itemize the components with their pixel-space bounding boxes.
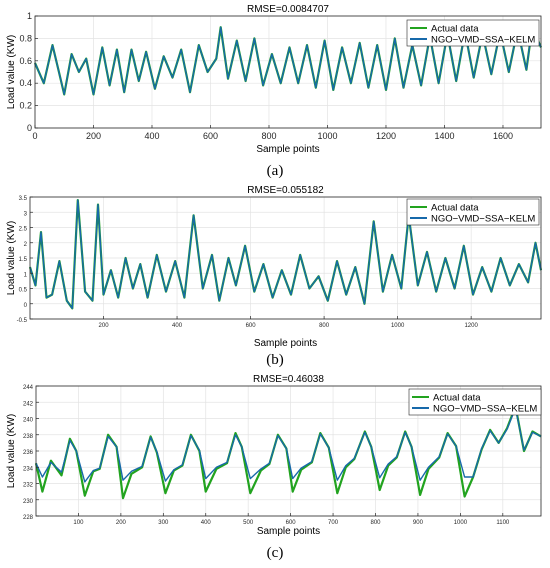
y-tick-label: 240 [23,418,34,424]
x-axis-label: Sample points [254,338,317,349]
x-axis-label: Sample points [257,526,320,537]
x-tick-label: 400 [144,131,159,141]
x-tick-label: 800 [370,520,381,526]
y-tick-label: 238 [23,434,34,440]
x-tick-label: 1600 [493,131,513,141]
legend-entry: NGO−VMD−SSA−KELM [433,404,537,415]
y-tick-label: 1 [27,11,32,21]
y-tick-label: 234 [23,466,34,472]
x-tick-label: 400 [201,520,212,526]
series-predicted-line [34,26,542,96]
y-tick-label: 2 [24,242,28,248]
y-axis-label: Load value (KW) [6,35,17,109]
panel-label: (b) [266,352,284,368]
x-tick-label: 1000 [317,131,337,141]
axes-box [34,15,542,129]
legend-box [406,19,540,47]
x-tick-label: 1400 [434,131,454,141]
legend-entry: NGO−VMD−SSA−KELM [431,35,535,46]
y-axis-label: Load value (KW) [6,221,17,295]
x-tick-label: 200 [86,131,101,141]
chart-title: RMSE=0.46038 [253,374,324,385]
x-tick-label: 300 [158,520,169,526]
y-tick-label: 230 [23,499,34,505]
y-tick-label: 1 [24,272,28,278]
x-tick-label: 600 [203,131,218,141]
y-axis-label: Load value (KW) [6,414,17,488]
x-tick-label: 1200 [376,131,396,141]
legend-box [406,198,540,226]
legend-entry: Actual data [431,24,479,35]
chart-panel-1: 0 200 400 600 800 1000 1200 1400 1600 0 0.2 0.4 0.6 0… [6,4,543,179]
x-tick-label: 600 [286,520,297,526]
y-tick-label: 0 [24,303,28,309]
y-tick-label: 0.4 [19,78,32,88]
series-predicted-line [29,199,542,309]
legend-entry: Actual data [431,203,479,214]
legend-entry: NGO−VMD−SSA−KELM [431,214,535,225]
y-tick-label: 0.5 [19,288,28,294]
y-tick-label: 0.6 [19,56,32,66]
x-tick-label: 800 [261,131,276,141]
y-tick-label: 0.8 [19,33,32,43]
y-tick-label: 0 [27,123,32,133]
x-tick-label: 200 [99,323,110,329]
x-tick-label: 100 [73,520,84,526]
x-tick-label: 200 [116,520,127,526]
x-tick-label: 900 [413,520,424,526]
x-tick-label: 400 [172,323,183,329]
y-tick-label: 232 [23,483,34,489]
y-tick-label: 236 [23,450,34,456]
series-predicted-line [35,407,542,483]
x-tick-label: 800 [319,323,330,329]
y-tick-label: 1.5 [19,257,28,263]
y-tick-label: 242 [23,401,34,407]
y-tick-label: 3.5 [19,196,28,202]
x-tick-label: 700 [328,520,339,526]
y-tick-label: 244 [23,385,34,391]
y-tick-label: 0.2 [19,101,32,111]
x-tick-label: 500 [243,520,254,526]
x-tick-label: 1000 [391,323,405,329]
legend-box [408,388,542,416]
panel-label: (c) [267,545,284,561]
x-axis-label: Sample points [256,144,319,155]
y-tick-label: 2.5 [19,227,28,233]
chart-panel-3: 100 200 300 400 500 600 700 800 900 1000 1100 228 23… [6,374,542,561]
chart-title: RMSE=0.0084707 [247,4,329,15]
x-tick-label: 1000 [454,520,468,526]
panel-label: (a) [267,163,284,179]
chart-panel-2: 200 400 600 800 1000 1200 -0.5 0 0.5 1 1.5 2 2.5 3 3.5… [6,185,543,368]
legend-entry: Actual data [433,393,481,404]
y-tick-label: 228 [23,515,34,521]
y-tick-label: -0.5 [17,318,28,324]
x-tick-label: 1200 [464,323,478,329]
y-tick-label: 3 [24,211,28,217]
x-tick-label: 1100 [496,520,510,526]
x-tick-label: 600 [246,323,257,329]
chart-title: RMSE=0.055182 [247,185,324,196]
x-tick-label: 0 [32,131,37,141]
